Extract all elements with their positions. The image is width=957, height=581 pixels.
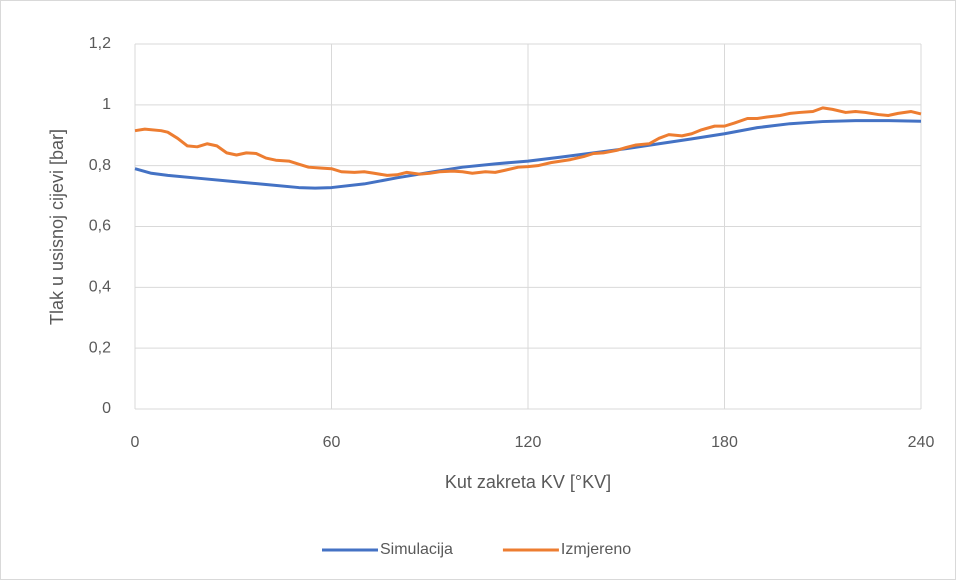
- y-tick-label: 0: [102, 400, 111, 417]
- legend-label: Simulacija: [380, 541, 453, 558]
- y-axis-title: Tlak u usisnoj cijevi [bar]: [47, 129, 67, 325]
- y-tick-label: 0,8: [89, 157, 111, 174]
- x-tick-label: 240: [908, 434, 935, 451]
- y-tick-label: 0,6: [89, 218, 111, 235]
- x-tick-label: 0: [131, 434, 140, 451]
- x-tick-label: 120: [515, 434, 542, 451]
- y-tick-label: 1,2: [89, 35, 111, 52]
- data-line: [134, 119, 922, 190]
- x-axis-title: Kut zakreta KV [°KV]: [445, 472, 611, 492]
- data-line: [134, 106, 922, 177]
- y-tick-label: 1: [102, 96, 111, 113]
- x-tick-label: 60: [323, 434, 341, 451]
- legend-label: Izmjereno: [561, 541, 631, 558]
- y-tick-label: 0,4: [89, 279, 111, 296]
- x-tick-label: 180: [711, 434, 738, 451]
- y-tick-label: 0,2: [89, 339, 111, 356]
